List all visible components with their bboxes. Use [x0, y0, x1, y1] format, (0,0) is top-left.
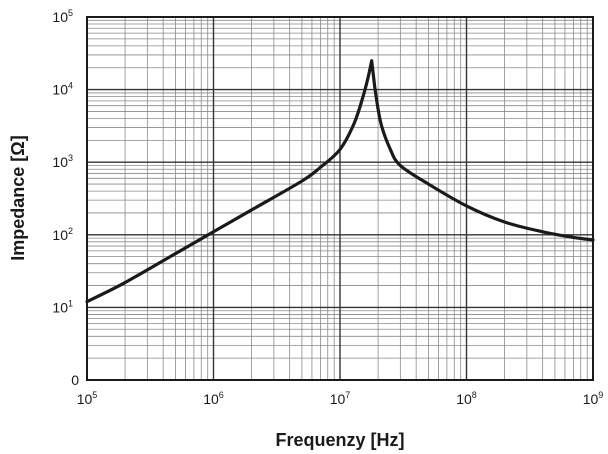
major-gridlines	[87, 17, 593, 380]
x-tick-labels: 105 106 107 108 109	[77, 390, 604, 407]
impedance-curve	[85, 59, 595, 304]
y-tick-label: 105	[52, 8, 73, 25]
plot-frame	[86, 16, 594, 381]
y-tick-label: 0	[71, 372, 79, 388]
y-tick-label: 104	[52, 81, 73, 98]
minor-gridlines	[87, 17, 593, 380]
x-tick-label: 106	[203, 390, 224, 407]
y-tick-label: 102	[52, 226, 73, 243]
x-axis-title: Frequenzy [Hz]	[275, 430, 404, 450]
y-tick-label: 103	[52, 153, 73, 170]
y-tick-labels: 0 101 102 103 104 105	[52, 8, 79, 388]
x-tick-label: 107	[330, 390, 351, 407]
x-tick-label: 109	[583, 390, 604, 407]
x-tick-label: 105	[77, 390, 98, 407]
series-layer	[85, 59, 595, 304]
x-tick-label: 108	[456, 390, 477, 407]
y-tick-label: 101	[52, 298, 73, 315]
y-axis-title: Impedance [Ω]	[8, 135, 28, 260]
